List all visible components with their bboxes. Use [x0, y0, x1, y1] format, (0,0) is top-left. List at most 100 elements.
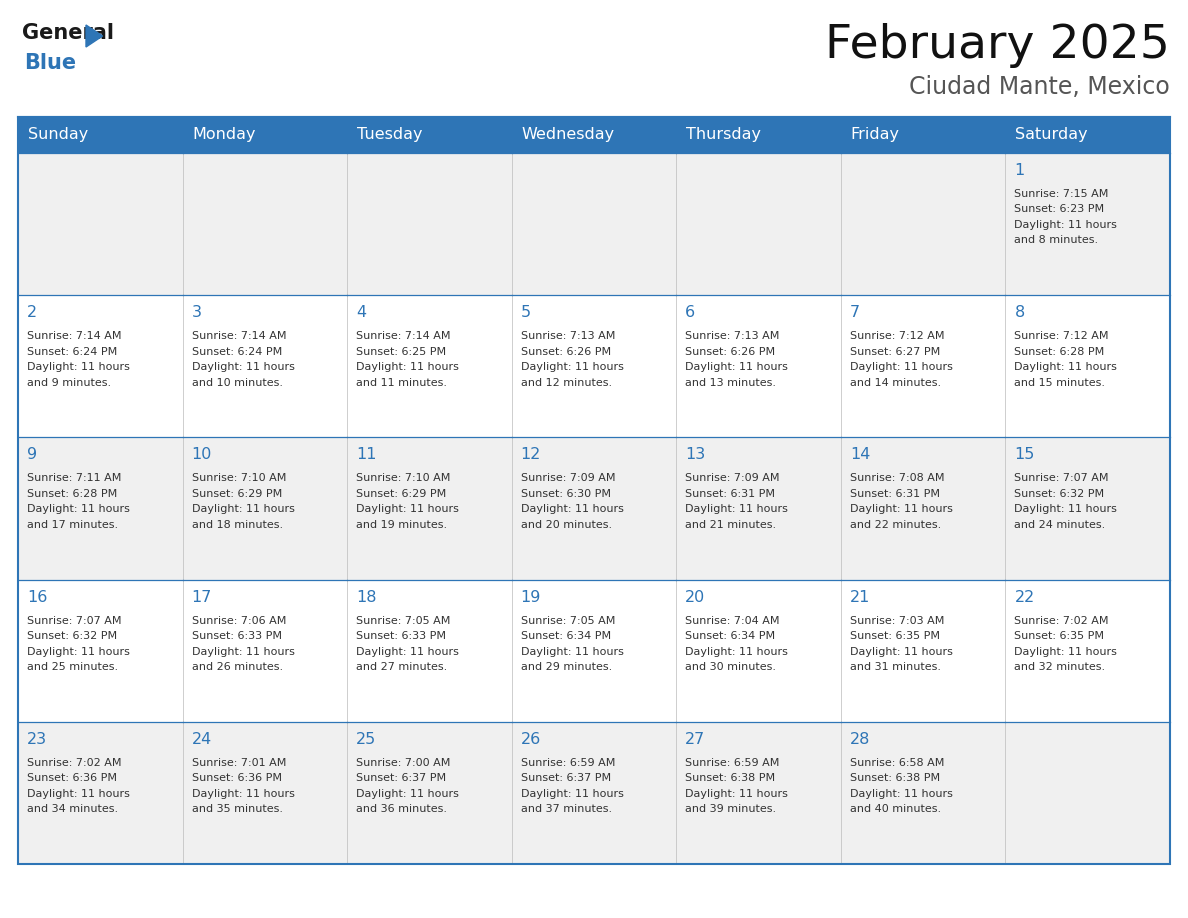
Text: Sunset: 6:31 PM: Sunset: 6:31 PM	[685, 489, 776, 498]
Text: Sunset: 6:34 PM: Sunset: 6:34 PM	[520, 631, 611, 641]
Text: and 26 minutes.: and 26 minutes.	[191, 662, 283, 672]
Text: Sunset: 6:38 PM: Sunset: 6:38 PM	[849, 773, 940, 783]
Text: Sunset: 6:35 PM: Sunset: 6:35 PM	[1015, 631, 1105, 641]
Text: and 19 minutes.: and 19 minutes.	[356, 520, 447, 530]
Text: and 13 minutes.: and 13 minutes.	[685, 377, 776, 387]
Text: Sunset: 6:30 PM: Sunset: 6:30 PM	[520, 489, 611, 498]
Text: Daylight: 11 hours: Daylight: 11 hours	[685, 789, 788, 799]
Text: and 37 minutes.: and 37 minutes.	[520, 804, 612, 814]
Text: and 21 minutes.: and 21 minutes.	[685, 520, 777, 530]
Text: Daylight: 11 hours: Daylight: 11 hours	[27, 504, 129, 514]
Text: 16: 16	[27, 589, 48, 605]
Text: Sunrise: 7:14 AM: Sunrise: 7:14 AM	[27, 331, 121, 341]
Text: Sunset: 6:31 PM: Sunset: 6:31 PM	[849, 489, 940, 498]
Text: Sunset: 6:35 PM: Sunset: 6:35 PM	[849, 631, 940, 641]
Bar	[841, 296, 1005, 437]
Bar	[183, 153, 347, 296]
Text: and 34 minutes.: and 34 minutes.	[27, 804, 118, 814]
Text: Sunrise: 7:10 AM: Sunrise: 7:10 AM	[356, 474, 450, 484]
Bar	[18, 722, 183, 864]
Text: Daylight: 11 hours: Daylight: 11 hours	[191, 789, 295, 799]
Text: Sunrise: 6:58 AM: Sunrise: 6:58 AM	[849, 757, 944, 767]
Bar	[676, 153, 841, 296]
Text: Daylight: 11 hours: Daylight: 11 hours	[1015, 220, 1117, 230]
Text: Sunrise: 7:13 AM: Sunrise: 7:13 AM	[520, 331, 615, 341]
Text: and 9 minutes.: and 9 minutes.	[27, 377, 112, 387]
Bar	[183, 579, 347, 722]
Text: Sunset: 6:34 PM: Sunset: 6:34 PM	[685, 631, 776, 641]
Text: 4: 4	[356, 305, 366, 320]
Text: Sunrise: 7:12 AM: Sunrise: 7:12 AM	[1015, 331, 1108, 341]
Text: and 17 minutes.: and 17 minutes.	[27, 520, 118, 530]
Text: and 32 minutes.: and 32 minutes.	[1015, 662, 1106, 672]
Text: Sunset: 6:28 PM: Sunset: 6:28 PM	[27, 489, 118, 498]
Text: Daylight: 11 hours: Daylight: 11 hours	[520, 789, 624, 799]
Text: Sunrise: 7:07 AM: Sunrise: 7:07 AM	[27, 616, 121, 625]
Text: Daylight: 11 hours: Daylight: 11 hours	[520, 646, 624, 656]
Text: Daylight: 11 hours: Daylight: 11 hours	[1015, 363, 1117, 372]
Text: 8: 8	[1015, 305, 1025, 320]
Text: Sunrise: 7:04 AM: Sunrise: 7:04 AM	[685, 616, 779, 625]
Text: Daylight: 11 hours: Daylight: 11 hours	[1015, 646, 1117, 656]
Text: Daylight: 11 hours: Daylight: 11 hours	[356, 504, 459, 514]
Text: Saturday: Saturday	[1016, 128, 1088, 142]
Text: Sunset: 6:27 PM: Sunset: 6:27 PM	[849, 347, 940, 357]
Text: Sunrise: 7:07 AM: Sunrise: 7:07 AM	[1015, 474, 1108, 484]
Text: and 14 minutes.: and 14 minutes.	[849, 377, 941, 387]
Bar	[18, 579, 183, 722]
Text: 13: 13	[685, 447, 706, 463]
Text: and 35 minutes.: and 35 minutes.	[191, 804, 283, 814]
Bar	[347, 437, 512, 579]
Text: 14: 14	[849, 447, 871, 463]
Bar	[841, 153, 1005, 296]
Text: 28: 28	[849, 732, 871, 747]
Text: and 39 minutes.: and 39 minutes.	[685, 804, 777, 814]
Text: Sunrise: 7:03 AM: Sunrise: 7:03 AM	[849, 616, 944, 625]
Text: and 18 minutes.: and 18 minutes.	[191, 520, 283, 530]
Bar	[841, 579, 1005, 722]
Bar	[1005, 579, 1170, 722]
Bar	[1005, 153, 1170, 296]
Text: Thursday: Thursday	[687, 128, 762, 142]
Bar	[347, 579, 512, 722]
Text: Daylight: 11 hours: Daylight: 11 hours	[191, 363, 295, 372]
Text: 17: 17	[191, 589, 211, 605]
Text: 10: 10	[191, 447, 211, 463]
Bar	[18, 437, 183, 579]
Bar	[18, 117, 1170, 864]
Text: Daylight: 11 hours: Daylight: 11 hours	[356, 363, 459, 372]
Text: Monday: Monday	[192, 128, 257, 142]
Text: Sunset: 6:37 PM: Sunset: 6:37 PM	[356, 773, 447, 783]
Text: Sunrise: 6:59 AM: Sunrise: 6:59 AM	[520, 757, 615, 767]
Text: Sunset: 6:29 PM: Sunset: 6:29 PM	[191, 489, 282, 498]
Text: Sunset: 6:23 PM: Sunset: 6:23 PM	[1015, 205, 1105, 215]
Bar	[676, 722, 841, 864]
Polygon shape	[86, 25, 102, 47]
Text: and 20 minutes.: and 20 minutes.	[520, 520, 612, 530]
Text: Sunset: 6:37 PM: Sunset: 6:37 PM	[520, 773, 611, 783]
Text: Sunset: 6:25 PM: Sunset: 6:25 PM	[356, 347, 447, 357]
Text: Sunrise: 7:12 AM: Sunrise: 7:12 AM	[849, 331, 944, 341]
Text: Blue: Blue	[24, 53, 76, 73]
Text: General: General	[23, 23, 114, 43]
Bar	[676, 579, 841, 722]
Text: and 29 minutes.: and 29 minutes.	[520, 662, 612, 672]
Text: Daylight: 11 hours: Daylight: 11 hours	[520, 363, 624, 372]
Text: Sunrise: 7:02 AM: Sunrise: 7:02 AM	[27, 757, 121, 767]
Bar	[347, 153, 512, 296]
Bar	[183, 296, 347, 437]
Text: Daylight: 11 hours: Daylight: 11 hours	[27, 646, 129, 656]
Text: Sunrise: 7:13 AM: Sunrise: 7:13 AM	[685, 331, 779, 341]
Bar	[347, 296, 512, 437]
Text: February 2025: February 2025	[826, 23, 1170, 68]
Text: Sunrise: 7:10 AM: Sunrise: 7:10 AM	[191, 474, 286, 484]
Text: Sunset: 6:32 PM: Sunset: 6:32 PM	[27, 631, 118, 641]
Text: Daylight: 11 hours: Daylight: 11 hours	[520, 504, 624, 514]
Text: Sunrise: 7:05 AM: Sunrise: 7:05 AM	[520, 616, 615, 625]
Text: 27: 27	[685, 732, 706, 747]
Text: and 31 minutes.: and 31 minutes.	[849, 662, 941, 672]
Bar	[1005, 437, 1170, 579]
Bar	[676, 437, 841, 579]
Text: Sunrise: 7:11 AM: Sunrise: 7:11 AM	[27, 474, 121, 484]
Text: Friday: Friday	[851, 128, 899, 142]
